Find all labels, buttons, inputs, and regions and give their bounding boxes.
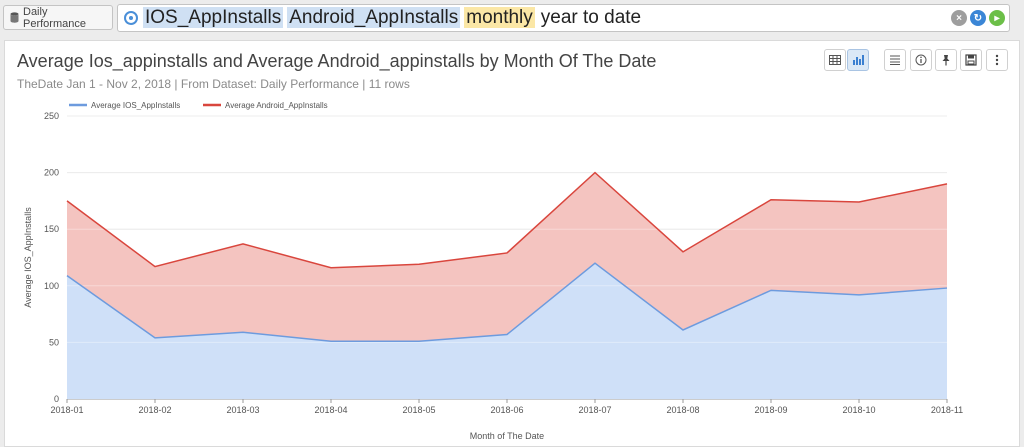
chart-subtitle: TheDate Jan 1 - Nov 2, 2018 | From Datas… [17, 77, 410, 91]
datasource-button[interactable]: Daily Performance [3, 5, 113, 30]
table-view-icon[interactable] [824, 49, 846, 71]
x-tick-label: 2018-08 [666, 405, 699, 415]
y-tick-label: 250 [44, 111, 59, 121]
search-token[interactable]: Android_AppInstalls [287, 7, 461, 28]
pin-icon[interactable] [935, 49, 957, 71]
x-tick-label: 2018-03 [226, 405, 259, 415]
x-tick-label: 2018-01 [50, 405, 83, 415]
datasource-label: Daily Performance [23, 5, 86, 30]
search-refresh-icon [123, 10, 139, 26]
series-area-ios [67, 263, 947, 399]
search-tokens[interactable]: IOS_AppInstalls Android_AppInstalls monthl… [143, 6, 647, 30]
series-line-ios [66, 262, 948, 343]
y-tick-label: 0 [54, 394, 59, 404]
x-tick-label: 2018-09 [754, 405, 787, 415]
clear-icon[interactable]: × [951, 10, 967, 26]
search-token[interactable]: year to date [540, 7, 642, 28]
database-icon [10, 12, 19, 23]
series-area-android [67, 172, 947, 342]
legend-label: Average Android_AppInstalls [225, 101, 328, 110]
x-axis-label: Month of The Date [470, 431, 544, 441]
search-bar[interactable]: IOS_AppInstalls Android_AppInstalls monthl… [117, 4, 1010, 32]
chart-card: Average Ios_appinstalls and Average Andr… [4, 40, 1020, 447]
chart-view-icon[interactable] [847, 49, 869, 71]
x-tick-label: 2018-10 [842, 405, 875, 415]
x-tick-label: 2018-04 [314, 405, 347, 415]
x-tick-label: 2018-11 [931, 405, 963, 415]
y-tick-label: 150 [44, 224, 59, 234]
x-tick-label: 2018-05 [402, 405, 435, 415]
go-icon[interactable]: ▸ [989, 10, 1005, 26]
more-icon[interactable] [986, 49, 1008, 71]
info-icon[interactable] [910, 49, 932, 71]
search-token[interactable]: IOS_AppInstalls [143, 7, 284, 28]
y-axis-label: Average IOS_AppInstalls [23, 207, 33, 308]
x-tick-label: 2018-06 [490, 405, 523, 415]
series-line-android [66, 171, 948, 269]
search-token[interactable]: monthly [464, 7, 535, 28]
save-icon[interactable] [960, 49, 982, 71]
chart-title: Average Ios_appinstalls and Average Andr… [17, 51, 657, 71]
refresh-icon[interactable]: ↻ [970, 10, 986, 26]
top-bar: Daily Performance IOS_AppInstalls Android… [0, 0, 1024, 38]
x-tick-label: 2018-02 [138, 405, 171, 415]
list-icon[interactable] [884, 49, 906, 71]
y-tick-label: 200 [44, 168, 59, 178]
y-tick-label: 50 [49, 337, 59, 347]
area-chart: 0 50 100 150 200 250 2018-01 2018-02 2018-03 2018… [23, 101, 963, 441]
x-tick-label: 2018-07 [578, 405, 611, 415]
y-tick-label: 100 [44, 281, 59, 291]
legend-label: Average IOS_AppInstalls [91, 101, 180, 110]
